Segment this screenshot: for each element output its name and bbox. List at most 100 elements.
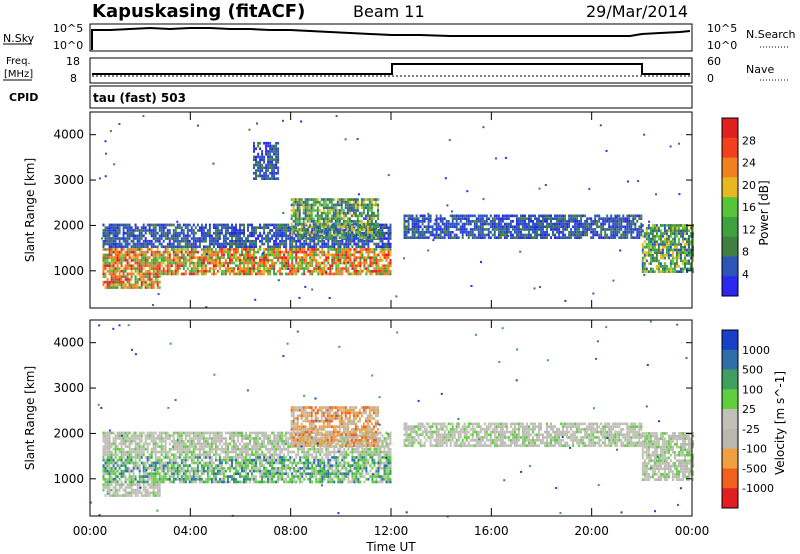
heatmap-cell: [447, 233, 450, 237]
heatmap-cell: [659, 229, 662, 233]
heatmap-cell: [323, 242, 326, 246]
heatmap-cell: [255, 256, 257, 259]
heatmap-cell: [202, 256, 205, 259]
heatmap-cell: [120, 453, 123, 457]
heatmap-cell: [176, 237, 179, 240]
heatmap-cell: [485, 233, 488, 237]
heatmap-cell: [389, 223, 392, 227]
heatmap-cell: [146, 256, 149, 259]
heatmap-cell: [132, 253, 135, 257]
heatmap-cell: [661, 235, 664, 238]
heatmap-cell: [548, 217, 550, 220]
heatmap-cell: [334, 228, 337, 231]
heatmap-cell: [267, 239, 270, 243]
heatmap-cell: [267, 250, 270, 254]
heatmap-cell: [317, 229, 320, 232]
heatmap-cell: [688, 235, 690, 238]
heatmap-cell: [294, 209, 297, 212]
heatmap-cell: [300, 233, 303, 237]
heatmap-cell: [200, 453, 203, 457]
heatmap-cell: [186, 267, 189, 270]
heatmap-cell: [184, 226, 187, 229]
heatmap-cell: [200, 261, 203, 265]
heatmap-cell: [582, 225, 585, 229]
heatmap-cell: [692, 248, 694, 252]
heatmap-cell: [108, 231, 111, 235]
heatmap-cell: [451, 236, 454, 239]
heatmap-cell: [305, 267, 308, 270]
heatmap-cell: [269, 450, 272, 454]
heatmap-cell: [653, 270, 656, 273]
heatmap-cell: [285, 242, 288, 246]
heatmap-cell: [158, 269, 161, 273]
heatmap-cell: [112, 256, 115, 259]
heatmap-cell: [363, 261, 366, 265]
heatmap-cell: [302, 217, 305, 220]
heatmap-cell: [359, 253, 362, 257]
heatmap-cell: [146, 431, 149, 435]
heatmap-cell: [233, 434, 235, 437]
heatmap-cell: [259, 174, 262, 178]
heatmap-cell: [671, 232, 674, 235]
heatmap-cell: [513, 225, 516, 229]
heatmap-cell: [188, 264, 191, 268]
heatmap-cell: [477, 217, 480, 220]
heatmap-cell: [343, 253, 346, 257]
heatmap-cell: [308, 214, 311, 218]
heatmap-cell: [568, 225, 571, 229]
heatmap-cell: [568, 233, 571, 237]
heatmap-cell: [182, 223, 185, 227]
heatmap-cell: [473, 225, 476, 229]
heatmap-cell: [218, 234, 221, 238]
heatmap-cell: [251, 264, 253, 268]
heatmap-cell: [271, 234, 274, 238]
heatmap-cell: [156, 267, 159, 270]
heatmap-cell: [325, 242, 328, 246]
heatmap-cell: [435, 225, 438, 229]
heatmap-cell: [306, 220, 309, 223]
heatmap-cell: [598, 214, 601, 218]
heatmap-cell: [313, 269, 316, 273]
heatmap-cell: [661, 267, 664, 271]
heatmap-cell: [511, 220, 514, 223]
heatmap-cell: [608, 225, 611, 229]
heatmap-cell: [326, 206, 329, 210]
heatmap-cell: [419, 220, 422, 223]
heatmap-cell: [343, 248, 346, 251]
heatmap-cell: [130, 453, 133, 457]
heatmap-cell: [132, 231, 135, 235]
heatmap-cell: [118, 229, 121, 232]
heatmap-cell: [578, 228, 581, 231]
heatmap-cell: [285, 248, 288, 251]
heatmap-cell: [602, 228, 605, 231]
heatmap-cell: [259, 141, 262, 145]
heatmap-cell: [265, 248, 268, 251]
heatmap-cell: [475, 222, 478, 226]
heatmap-cell: [202, 272, 205, 276]
heatmap-cell: [349, 242, 352, 246]
heatmap-cell: [212, 434, 215, 437]
heatmap-cell: [645, 245, 648, 249]
heatmap-cell: [576, 230, 579, 234]
heatmap-cell: [630, 222, 633, 226]
heatmap-cell: [323, 250, 326, 254]
heatmap-cell: [297, 267, 300, 270]
heatmap-cell: [241, 272, 243, 276]
heatmap-cell: [166, 237, 169, 240]
heatmap-cell: [251, 239, 253, 243]
heatmap-cell: [192, 250, 195, 254]
heatmap-cell: [144, 242, 147, 246]
heatmap-cell: [370, 209, 373, 212]
heatmap-cell: [285, 229, 288, 232]
heatmap-cell: [379, 245, 382, 249]
heatmap-cell: [319, 267, 322, 270]
heatmap-cell: [132, 256, 135, 259]
heatmap-cell: [281, 264, 284, 268]
heatmap-cell: [385, 223, 388, 227]
heatmap-cell: [255, 177, 257, 180]
heatmap-cell: [437, 225, 440, 229]
heatmap-cell: [237, 256, 239, 259]
heatmap-cell: [333, 261, 336, 265]
heatmap-cell: [309, 259, 312, 262]
heatmap-cell: [304, 222, 307, 226]
